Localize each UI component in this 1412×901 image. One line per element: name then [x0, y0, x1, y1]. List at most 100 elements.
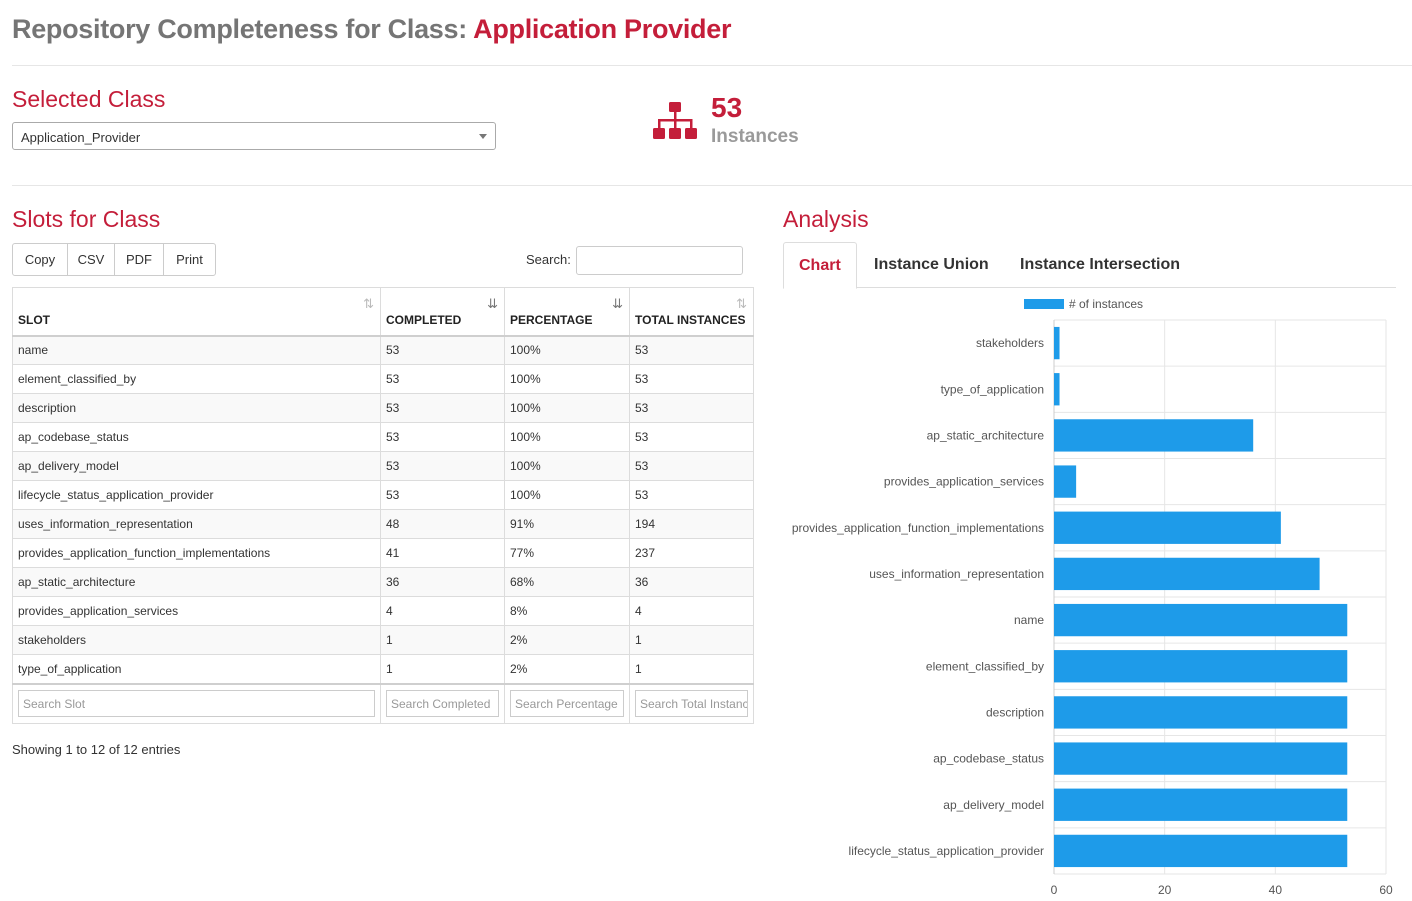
y-category-label: provides_application_function_implementa…: [792, 521, 1044, 535]
cell-total: 53: [629, 364, 754, 394]
y-category-label: description: [986, 705, 1044, 719]
chevron-down-icon: [479, 134, 487, 139]
cell-completed: 1: [380, 625, 505, 655]
cell-percentage: 100%: [504, 422, 630, 452]
class-select[interactable]: Application_Provider: [12, 122, 496, 150]
cell-percentage: 100%: [504, 335, 630, 365]
divider: [12, 185, 1412, 186]
table-row: name 53 100% 53: [12, 335, 754, 365]
x-tick-label: 20: [1158, 883, 1172, 897]
cell-slot: ap_delivery_model: [12, 451, 381, 481]
cell-percentage: 91%: [504, 509, 630, 539]
search-slot-input[interactable]: Search Slot: [18, 690, 375, 718]
cell-total: 36: [629, 567, 754, 597]
search-label: Search:: [526, 252, 571, 267]
cell-total: 1: [629, 654, 754, 684]
sort-icon: ⇅: [363, 296, 374, 311]
cell-percentage: 77%: [504, 538, 630, 568]
cell-percentage: 2%: [504, 654, 630, 684]
cell-slot: provides_application_function_implementa…: [12, 538, 381, 568]
cell-slot: description: [12, 393, 381, 423]
selected-class-heading: Selected Class: [12, 86, 166, 112]
y-category-label: type_of_application: [941, 382, 1044, 396]
search-completed-input[interactable]: Search Completed: [386, 690, 499, 718]
cell-percentage: 68%: [504, 567, 630, 597]
cell-percentage: 2%: [504, 625, 630, 655]
cell-total: 53: [629, 422, 754, 452]
bar: [1054, 650, 1348, 683]
cell-completed: 4: [380, 596, 505, 626]
bar: [1054, 834, 1348, 868]
search-total-instances-input[interactable]: Search Total Instances: [635, 690, 748, 718]
csv-button[interactable]: CSV: [67, 243, 115, 276]
tab-instance-union[interactable]: Instance Union: [874, 256, 989, 273]
column-header-slot[interactable]: SLOT ⇅: [12, 287, 381, 337]
bar: [1054, 373, 1060, 406]
column-header-total-instances[interactable]: TOTAL INSTANCES ⇅: [629, 287, 754, 337]
slots-heading: Slots for Class: [12, 206, 161, 232]
cell-completed: 53: [380, 422, 505, 452]
cell-total: 194: [629, 509, 754, 539]
bar: [1054, 557, 1320, 591]
bar: [1054, 326, 1060, 360]
y-category-label: provides_application_services: [884, 475, 1044, 489]
legend-label: # of instances: [1069, 297, 1143, 311]
table-row: provides_application_function_implementa…: [12, 538, 754, 568]
print-button[interactable]: Print: [163, 243, 216, 276]
search-percentage-input[interactable]: Search Percentage: [510, 690, 624, 718]
table-info: Showing 1 to 12 of 12 entries: [12, 742, 181, 757]
y-category-label: lifecycle_status_application_provider: [849, 844, 1044, 858]
column-header-completed[interactable]: COMPLETED ⇊: [380, 287, 505, 337]
cell-completed: 53: [380, 480, 505, 510]
table-row: ap_static_architecture 36 68% 36: [12, 567, 754, 597]
bar: [1054, 788, 1348, 821]
y-category-label: element_classified_by: [926, 659, 1044, 673]
export-button-group: Copy CSV PDF Print: [12, 243, 216, 276]
bar: [1054, 742, 1348, 775]
x-tick-label: 0: [1051, 883, 1058, 897]
bar: [1054, 696, 1348, 729]
x-tick-label: 40: [1269, 883, 1283, 897]
instance-count: 53: [711, 92, 743, 123]
cell-percentage: 100%: [504, 480, 630, 510]
y-category-label: ap_static_architecture: [927, 428, 1045, 442]
instance-label: Instances: [711, 126, 799, 147]
cell-percentage: 100%: [504, 393, 630, 423]
y-category-label: ap_delivery_model: [943, 798, 1044, 812]
tab-instance-intersection[interactable]: Instance Intersection: [1020, 256, 1181, 273]
cell-completed: 48: [380, 509, 505, 539]
tab-chart[interactable]: Chart: [783, 242, 857, 289]
cell-slot: lifecycle_status_application_provider: [12, 480, 381, 510]
y-category-label: ap_codebase_status: [933, 752, 1044, 766]
cell-completed: 53: [380, 335, 505, 365]
table-row: element_classified_by 53 100% 53: [12, 364, 754, 394]
cell-total: 53: [629, 393, 754, 423]
cell-slot: provides_application_services: [12, 596, 381, 626]
page-title: Repository Completeness for Class: Appli…: [12, 14, 731, 45]
x-tick-label: 60: [1379, 883, 1393, 897]
pdf-button[interactable]: PDF: [114, 243, 164, 276]
cell-total: 237: [629, 538, 754, 568]
sort-icon: ⇅: [736, 296, 747, 311]
bar: [1054, 465, 1077, 498]
cell-total: 53: [629, 480, 754, 510]
cell-slot: ap_codebase_status: [12, 422, 381, 452]
cell-percentage: 100%: [504, 451, 630, 481]
cell-total: 1: [629, 625, 754, 655]
cell-completed: 36: [380, 567, 505, 597]
cell-completed: 1: [380, 654, 505, 684]
column-header-percentage[interactable]: PERCENTAGE ⇊: [504, 287, 630, 337]
table-row: provides_application_services 4 8% 4: [12, 596, 754, 626]
cell-slot: name: [12, 335, 381, 365]
hierarchy-icon: [653, 102, 697, 139]
search-input[interactable]: [576, 246, 743, 275]
cell-total: 53: [629, 335, 754, 365]
cell-slot: type_of_application: [12, 654, 381, 684]
copy-button[interactable]: Copy: [12, 243, 68, 276]
analysis-tabs: Chart Instance Union Instance Intersecti…: [783, 242, 1396, 289]
page-title-class: Application Provider: [473, 14, 732, 44]
cell-slot: stakeholders: [12, 625, 381, 655]
bar: [1054, 511, 1281, 544]
cell-slot: element_classified_by: [12, 364, 381, 394]
cell-slot: uses_information_representation: [12, 509, 381, 539]
